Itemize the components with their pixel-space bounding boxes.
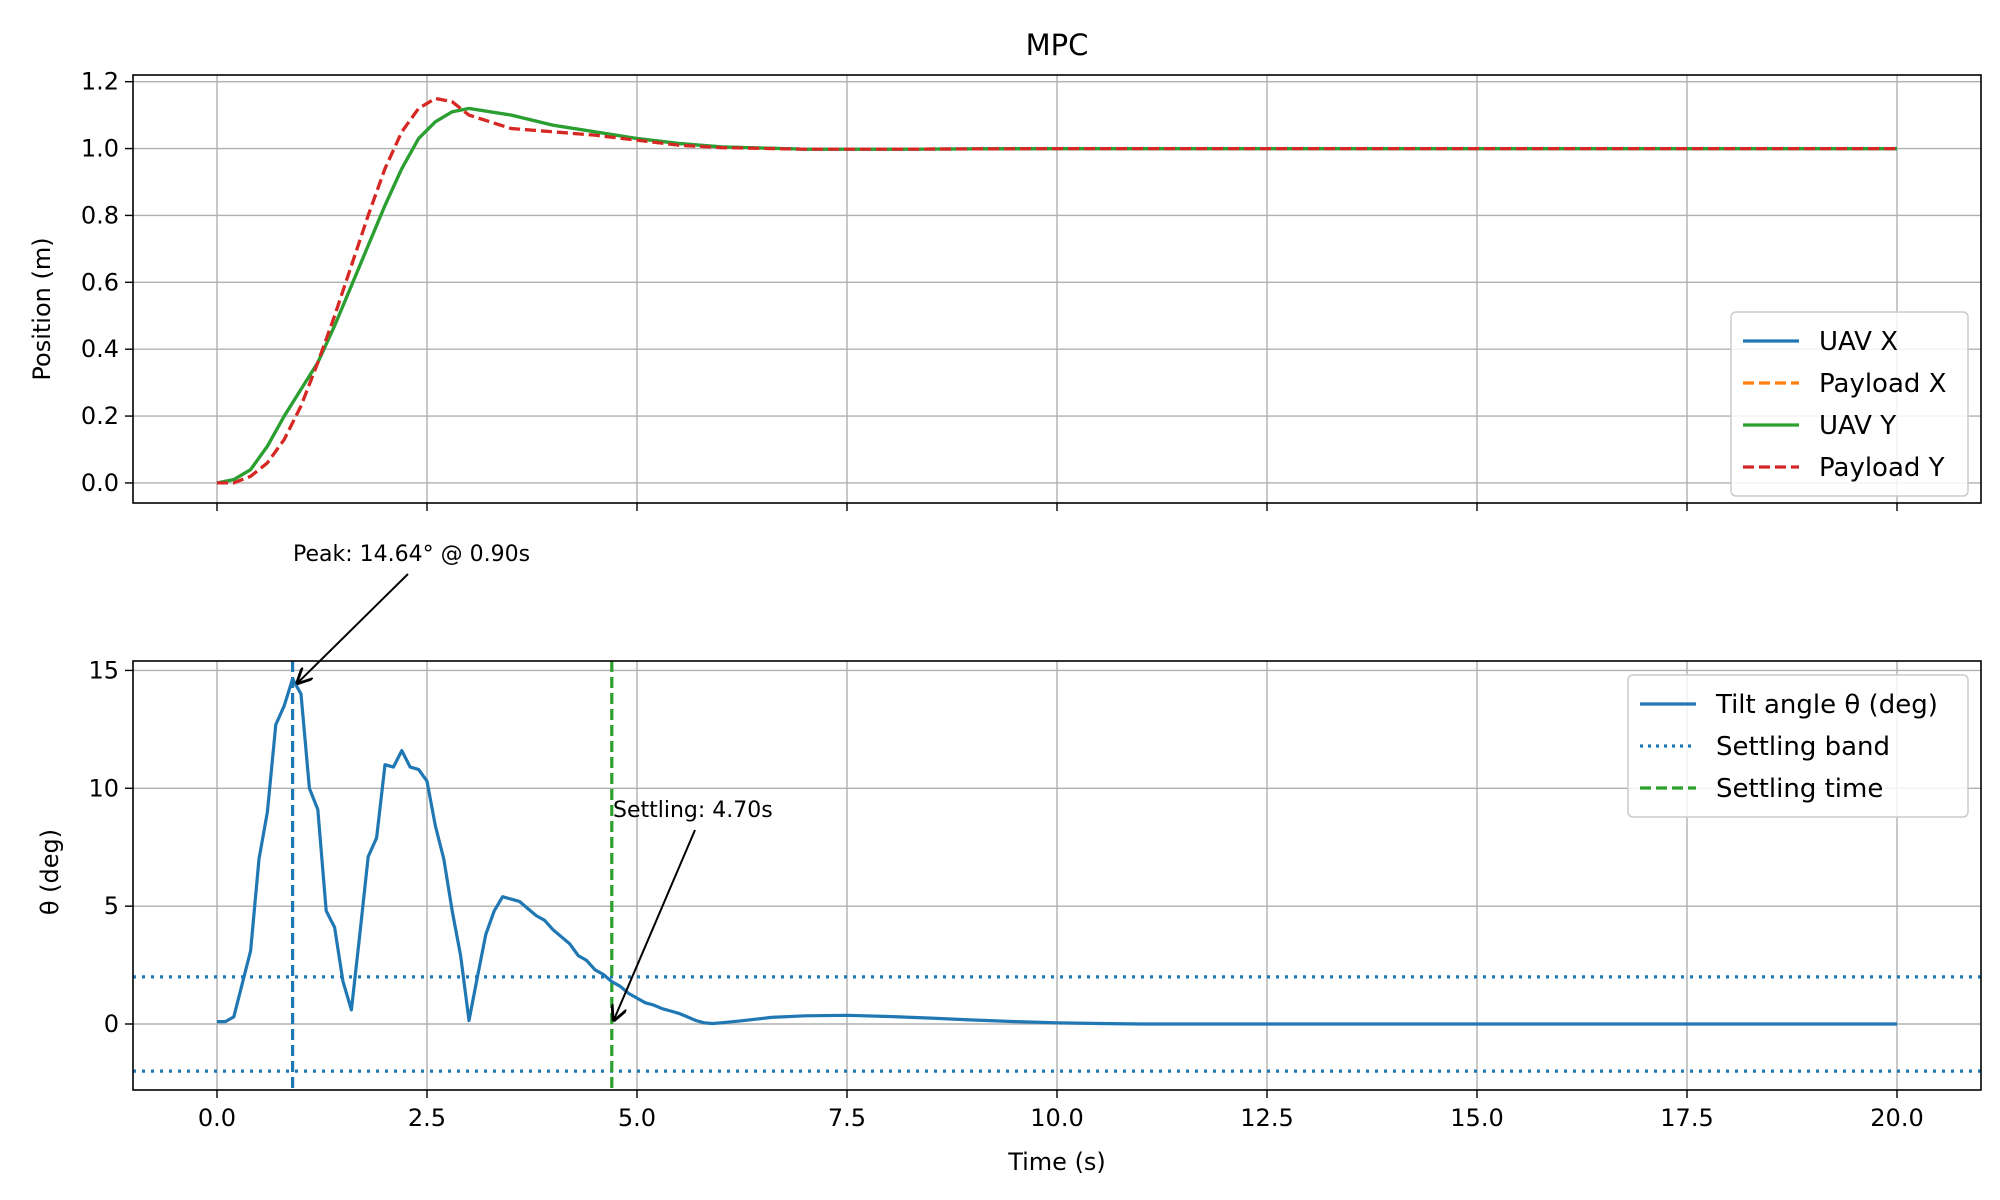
position-axes-frame: [132, 74, 1982, 504]
series-line-tilt-angle-deg: [217, 677, 1897, 1026]
legend-label: Tilt angle θ (deg): [1715, 690, 1938, 720]
position-y-axis-label: Position (m): [28, 237, 56, 380]
x-tick-label: 17.5: [1660, 1104, 1713, 1132]
x-tick-label: 0.0: [198, 1104, 236, 1132]
legend-box: [1627, 674, 1969, 818]
x-tick-label: 5.0: [618, 1104, 656, 1132]
position-legend: UAV X Payload X UAV Y Payload Y: [1730, 311, 1969, 497]
x-axis-label: Time (s): [1007, 1148, 1106, 1176]
tilt-lines: [217, 677, 1897, 1026]
legend-label: Settling band: [1716, 732, 1890, 762]
position-y-tick-label: 1.2: [81, 68, 119, 96]
x-tick-label: 2.5: [408, 1104, 446, 1132]
tilt-y-tick-label: 0: [104, 1010, 119, 1038]
position-y-tick-label: 0.8: [81, 201, 119, 229]
position-y-tick-label: 1.0: [81, 135, 119, 163]
legend-label: Settling time: [1716, 774, 1883, 804]
tilt-y-tick-label: 5: [104, 892, 119, 920]
legend-box: [1730, 311, 1969, 497]
tilt-legend: Tilt angle θ (deg) Settling band Settling …: [1627, 674, 1969, 818]
legend-label: Payload Y: [1819, 453, 1945, 483]
legend-label: Payload X: [1819, 369, 1946, 399]
tilt-axes-frame: [132, 660, 1982, 1091]
peak-annotation: Peak: 14.64° @ 0.90s: [293, 542, 530, 567]
position-lines: [216, 96, 1897, 485]
peak-annotation-arrow: [298, 573, 409, 683]
tilt-y-tick-label: 15: [88, 656, 119, 684]
settling-annotation: Settling: 4.70s: [613, 798, 773, 823]
legend-label: UAV Y: [1819, 411, 1896, 441]
x-tick-label: 20.0: [1870, 1104, 1923, 1132]
position-y-tick-label: 0.2: [81, 402, 119, 430]
tilt-annotations: Peak: 14.64° @ 0.90s Settling: 4.70s: [293, 542, 773, 1020]
x-tick-label: 15.0: [1450, 1104, 1503, 1132]
x-tick-label: 7.5: [828, 1104, 866, 1132]
position-grid: [133, 75, 1981, 503]
position-ticks: 0.0 0.2 0.4 0.6 0.8 1.0 1.2: [81, 68, 1898, 511]
chart-title: MPC: [1026, 28, 1089, 62]
tilt-ticks: 0.0 2.5 5.0 7.5 10.0 12.5 15.0 17.5 20.0 0 5 10 15: [88, 656, 1923, 1132]
tilt-y-tick-label: 10: [88, 774, 119, 802]
position-axes: MPC 0.0 0.2 0.4 0.6 0.8 1.0 1.2 Position (m) U…: [28, 28, 1982, 511]
x-tick-label: 10.0: [1030, 1104, 1083, 1132]
series-line-payload-y: [217, 96, 1897, 485]
settling-annotation-arrow: [614, 829, 696, 1020]
position-y-tick-label: 0.0: [81, 469, 119, 497]
position-y-tick-label: 0.6: [81, 268, 119, 296]
legend-label: UAV X: [1819, 327, 1898, 357]
tilt-axes: 0.0 2.5 5.0 7.5 10.0 12.5 15.0 17.5 20.0 0 5 10 15 T…: [36, 542, 1982, 1176]
x-tick-label: 12.5: [1240, 1104, 1293, 1132]
tilt-y-axis-label: θ (deg): [36, 829, 64, 915]
position-y-tick-label: 0.4: [81, 335, 119, 363]
